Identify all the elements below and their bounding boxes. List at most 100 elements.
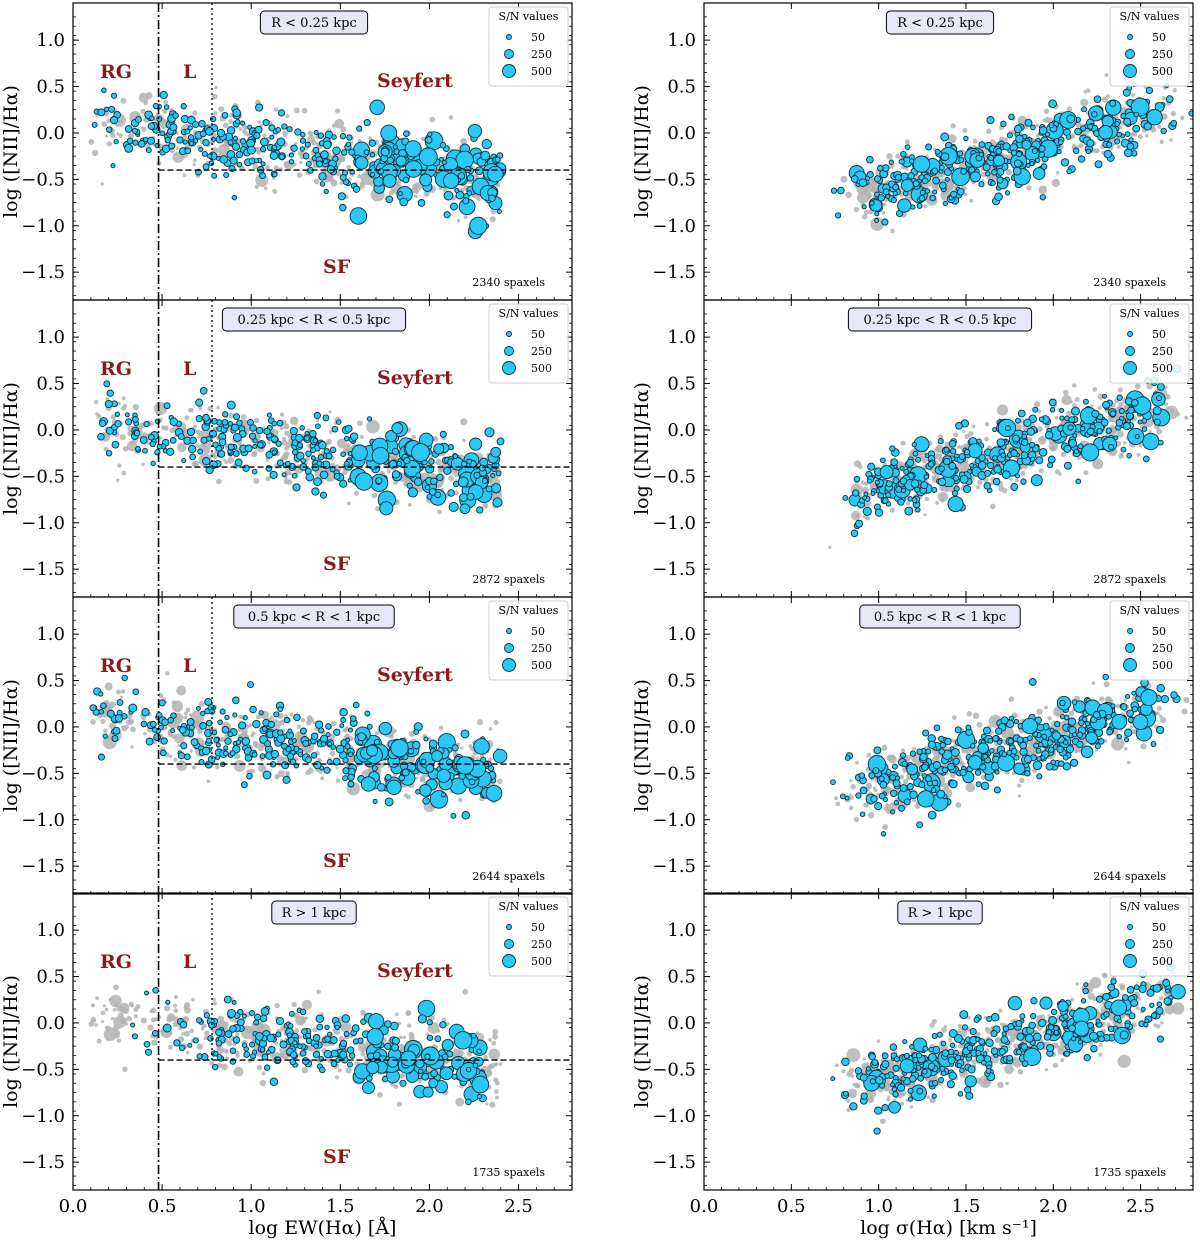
- radius-bin-spaxel-point: [415, 472, 422, 479]
- all-spaxel-point: [223, 1048, 228, 1053]
- all-spaxel-point: [860, 187, 864, 191]
- radius-bin-spaxel-point: [169, 437, 177, 444]
- radius-bin-spaxel-point: [219, 708, 226, 715]
- radius-bin-spaxel-point: [142, 447, 148, 454]
- radius-bin-spaxel-point: [313, 1043, 319, 1049]
- panel-ew-row-2: RG L Seyfert SF 1.0 0.5 0.0 −0.5 −1.0 −1.5 log ([N…: [0, 299, 573, 598]
- radius-bin-spaxel-point: [450, 202, 458, 211]
- radius-bin-spaxel-point: [900, 178, 914, 192]
- radius-bin-spaxel-point: [110, 92, 118, 99]
- radius-bin-spaxel-point: [461, 811, 471, 820]
- radius-bin-spaxel-point: [1008, 113, 1015, 121]
- all-spaxel-point: [289, 416, 299, 426]
- radius-bin-spaxel-point: [192, 121, 200, 129]
- all-spaxel-point: [163, 99, 168, 105]
- all-spaxel-point: [969, 198, 974, 203]
- radius-bin-spaxel-point: [459, 503, 471, 515]
- radius-bin-spaxel-point: [169, 417, 179, 426]
- radius-bin-spaxel-point: [319, 470, 329, 480]
- radius-bin-spaxel-point: [940, 152, 950, 162]
- all-spaxel-point: [329, 750, 336, 757]
- all-spaxel-point: [990, 481, 994, 485]
- radius-bin-spaxel-point: [299, 727, 307, 735]
- all-spaxel-point: [888, 163, 895, 170]
- all-spaxel-point: [374, 731, 379, 736]
- all-spaxel-point: [396, 1101, 402, 1107]
- radius-bin-spaxel-point: [424, 484, 431, 491]
- all-spaxel-point: [938, 434, 944, 440]
- radius-bin-spaxel-point: [940, 132, 950, 142]
- radius-bin-spaxel-point: [1057, 139, 1064, 145]
- all-spaxel-point: [119, 434, 126, 441]
- radius-bin-spaxel-point: [284, 460, 291, 467]
- radius-bin-spaxel-point: [932, 189, 938, 195]
- radius-bin-spaxel-point: [111, 735, 119, 742]
- radius-bin-spaxel-point: [289, 426, 298, 436]
- all-spaxel-point: [417, 1077, 423, 1083]
- radius-bin-spaxel-point: [258, 710, 264, 716]
- all-spaxel-point: [135, 1004, 141, 1010]
- all-spaxel-point: [399, 1073, 405, 1079]
- radius-bin-spaxel-point: [347, 751, 354, 758]
- all-spaxel-point: [1134, 383, 1141, 390]
- radius-bin-spaxel-point: [873, 175, 882, 183]
- all-spaxel-point: [187, 408, 193, 413]
- radius-bin-spaxel-point: [299, 137, 307, 144]
- radius-bin-spaxel-point: [221, 726, 230, 734]
- radius-bin-spaxel-point: [159, 90, 168, 100]
- radius-bin-spaxel-point: [481, 138, 492, 150]
- all-spaxel-point: [904, 139, 910, 145]
- all-spaxel-point: [444, 1060, 449, 1065]
- all-spaxel-point: [243, 131, 249, 136]
- radius-bin-spaxel-point: [363, 149, 370, 156]
- all-spaxel-point: [223, 122, 229, 129]
- radius-bin-spaxel-point: [443, 190, 454, 201]
- radius-bin-spaxel-point: [391, 422, 404, 435]
- radius-bin-spaxel-point: [319, 181, 326, 187]
- radius-bin-spaxel-point: [372, 1051, 381, 1060]
- legend-marker: [506, 924, 512, 930]
- radius-bin-spaxel-point: [170, 712, 177, 719]
- all-spaxel-point: [1039, 427, 1043, 431]
- all-spaxel-point: [253, 417, 260, 423]
- all-spaxel-point: [489, 1101, 496, 1108]
- radius-bin-spaxel-point: [286, 752, 295, 760]
- radius-bin-spaxel-point: [994, 192, 1003, 202]
- radius-bin-spaxel-point: [139, 436, 148, 444]
- all-spaxel-point: [429, 116, 436, 123]
- spaxel-count-label: 2340 spaxels: [472, 276, 545, 289]
- radius-bin-spaxel-point: [403, 460, 421, 478]
- all-spaxel-point: [1077, 456, 1081, 461]
- radius-bin-spaxel-point: [391, 447, 400, 456]
- radius-bin-spaxel-point: [160, 737, 168, 745]
- radius-bin-spaxel-point: [253, 158, 259, 164]
- radius-bin-spaxel-point: [164, 137, 171, 144]
- radius-bin-spaxel-point: [327, 741, 333, 747]
- radius-bin-spaxel-point: [211, 172, 218, 179]
- all-spaxel-point: [108, 997, 113, 1002]
- radius-bin-spaxel-point: [226, 400, 236, 410]
- radius-bin-spaxel-point: [1039, 194, 1046, 201]
- all-spaxel-point: [845, 191, 852, 199]
- radius-bin-spaxel-point: [362, 1081, 375, 1095]
- radius-bin-spaxel-point: [1145, 86, 1154, 95]
- all-spaxel-point: [212, 1001, 217, 1006]
- radius-bin-spaxel-point: [313, 477, 322, 486]
- radius-bin-spaxel-point: [193, 138, 199, 144]
- radius-bin-spaxel-point: [232, 696, 240, 705]
- radius-bin-spaxel-point: [135, 446, 141, 452]
- radius-bin-spaxel-point: [956, 187, 965, 196]
- radius-bin-spaxel-point: [1034, 157, 1041, 164]
- all-spaxel-point: [491, 1040, 497, 1046]
- radius-bin-spaxel-point: [378, 721, 393, 736]
- radius-bin-spaxel-point: [223, 750, 229, 757]
- radius-bin-spaxel-point: [455, 756, 475, 775]
- radius-bin-spaxel-point: [203, 1012, 210, 1019]
- all-spaxel-point: [1161, 96, 1166, 101]
- all-spaxel-point: [283, 478, 290, 485]
- radius-bin-spaxel-point: [1116, 131, 1122, 138]
- radius-bin-spaxel-point: [187, 1042, 193, 1048]
- radius-bin-label: R < 0.25 kpc: [897, 16, 983, 31]
- radius-bin-spaxel-point: [963, 135, 969, 142]
- all-spaxel-point: [192, 158, 197, 163]
